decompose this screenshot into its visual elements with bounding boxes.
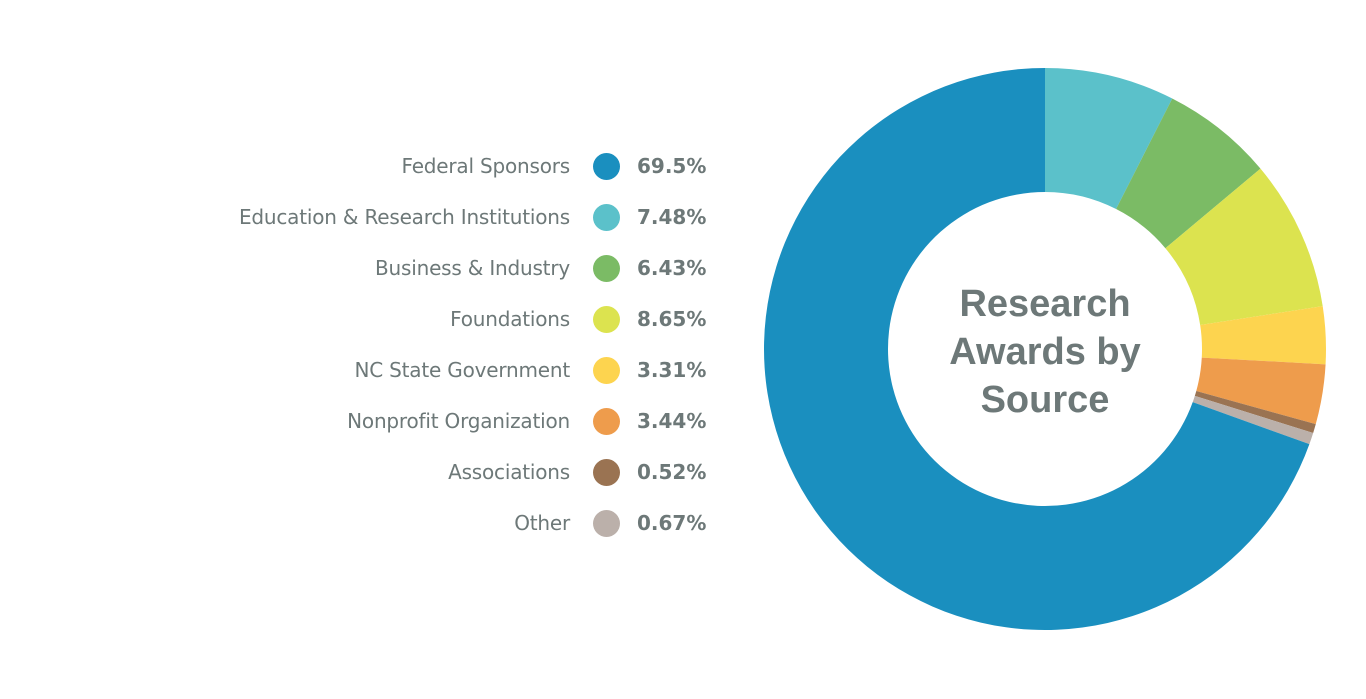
legend-item: Nonprofit Organization 3.44%	[0, 401, 760, 441]
donut-slice-business-industry	[1116, 98, 1261, 249]
legend-swatch	[593, 306, 620, 333]
legend-item: Federal Sponsors 69.5%	[0, 146, 760, 186]
legend-item: Other 0.67%	[0, 503, 760, 543]
legend-item: NC State Government 3.31%	[0, 350, 760, 390]
legend-swatch	[593, 153, 620, 180]
legend-label: Education & Research Institutions	[238, 205, 570, 229]
legend-value: 69.5%	[637, 154, 707, 178]
legend-swatch	[593, 204, 620, 231]
legend-item: Business & Industry 6.43%	[0, 248, 760, 288]
legend-label: Other	[514, 511, 570, 535]
legend-value: 0.67%	[637, 511, 707, 535]
donut-slice-nc-state-government	[1200, 306, 1326, 365]
chart-title: Research Awards by Source	[905, 280, 1185, 424]
legend-value: 0.52%	[637, 460, 707, 484]
legend-label: Foundations	[450, 307, 570, 331]
legend-item: Education & Research Institutions 7.48%	[0, 197, 760, 237]
legend-label: Associations	[448, 460, 570, 484]
chart-title-line: Research	[959, 283, 1131, 325]
donut-slice-foundations	[1165, 168, 1323, 326]
legend-item: Foundations 8.65%	[0, 299, 760, 339]
legend-swatch	[593, 408, 620, 435]
chart-legend: Federal Sponsors 69.5% Education & Researc…	[0, 146, 760, 543]
legend-label: Federal Sponsors	[401, 154, 570, 178]
legend-label: Business & Industry	[375, 256, 570, 280]
legend-value: 3.44%	[637, 409, 707, 433]
legend-swatch	[593, 510, 620, 537]
donut-slice-nonprofit-organization	[1196, 357, 1326, 425]
donut-slice-federal-sponsors	[764, 67, 1310, 630]
chart-title-line: Awards by	[949, 331, 1141, 373]
donut-slice-other	[1192, 395, 1314, 445]
legend-value: 7.48%	[637, 205, 707, 229]
donut-slice-education-research-institutions	[1045, 68, 1173, 210]
legend-label: NC State Government	[354, 358, 570, 382]
chart-title-line: Source	[980, 379, 1110, 421]
legend-value: 8.65%	[637, 307, 707, 331]
legend-swatch	[593, 255, 620, 282]
legend-swatch	[593, 459, 620, 486]
legend-value: 6.43%	[637, 256, 707, 280]
legend-swatch	[593, 357, 620, 384]
legend-label: Nonprofit Organization	[347, 409, 570, 433]
legend-item: Associations 0.52%	[0, 452, 760, 492]
legend-value: 3.31%	[637, 358, 707, 382]
donut-slice-associations	[1194, 390, 1316, 433]
